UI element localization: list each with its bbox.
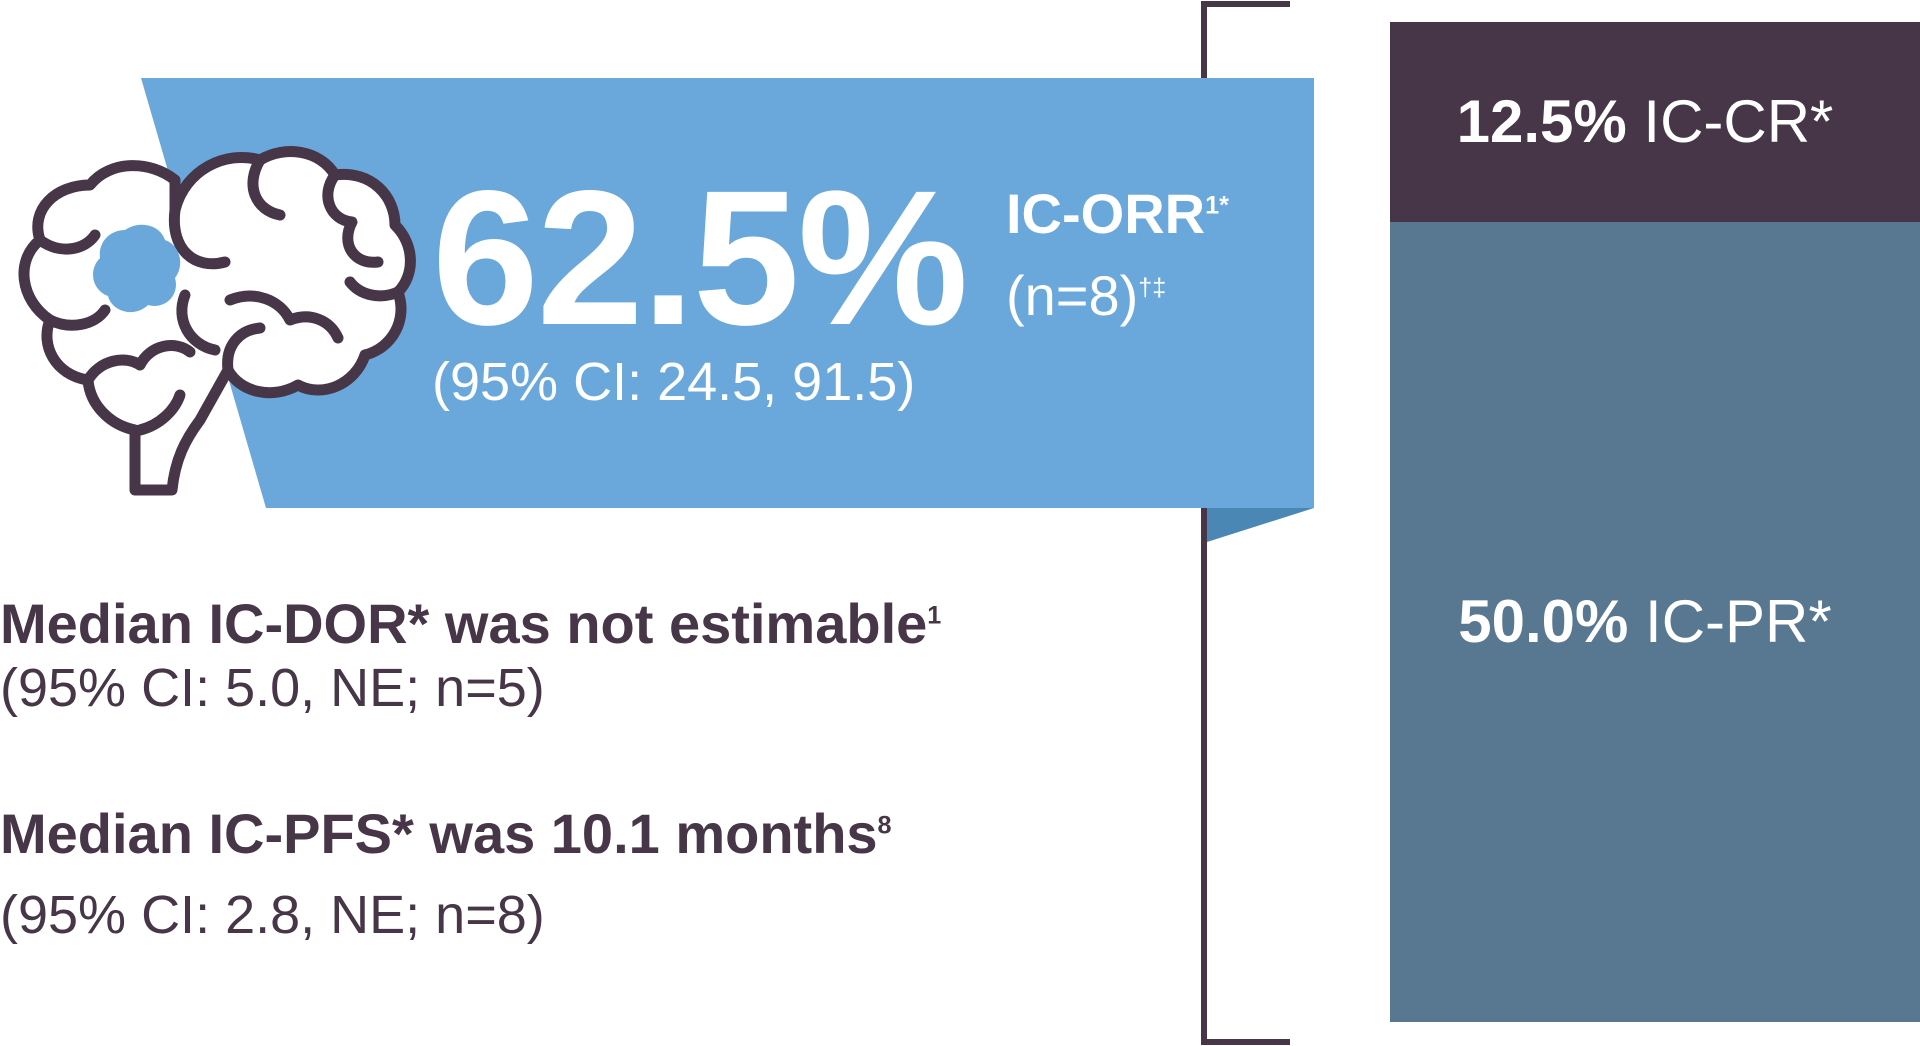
orr-label-text: IC-ORR	[1006, 182, 1206, 245]
lesion-icon	[93, 224, 181, 313]
orr-value: 62.5%	[432, 150, 968, 365]
orr-confidence-interval: (95% CI: 24.5, 91.5)	[432, 352, 916, 412]
bar-segment-pr: 50.0% IC-PR*	[1390, 222, 1920, 1022]
orr-n-text: (n=8)	[1006, 264, 1139, 327]
bar-segment-label: 12.5% IC-CR*	[1390, 92, 1900, 152]
bar-segment-name: IC-CR*	[1626, 88, 1834, 155]
orr-n-footnote: †‡	[1138, 273, 1167, 302]
pfs-footnote: 8	[877, 811, 892, 840]
bar-segment-value: 12.5%	[1456, 88, 1627, 155]
banner	[141, 78, 1314, 508]
dor-confidence-interval: (95% CI: 5.0, NE; n=5)	[0, 658, 545, 718]
dor-footnote: 1	[927, 601, 942, 630]
bar-segment-value: 50.0%	[1458, 588, 1629, 655]
orr-label: IC-ORR1*	[1006, 186, 1229, 242]
pfs-heading-text: Median IC-PFS* was 10.1 months	[0, 802, 878, 865]
bar-segment-name: IC-PR*	[1628, 588, 1832, 655]
banner-fold	[1207, 508, 1314, 542]
bracket	[1201, 1, 1290, 1045]
dor-heading: Median IC-DOR* was not estimable1	[0, 596, 941, 652]
bar-segment-cr: 12.5% IC-CR*	[1390, 22, 1920, 222]
dor-heading-text: Median IC-DOR* was not estimable	[0, 592, 928, 655]
orr-label-footnote: 1*	[1205, 191, 1229, 220]
pfs-confidence-interval: (95% CI: 2.8, NE; n=8)	[0, 885, 545, 945]
stacked-response-bar: 12.5% IC-CR* 50.0% IC-PR*	[1390, 22, 1920, 1022]
pfs-heading: Median IC-PFS* was 10.1 months8	[0, 806, 892, 862]
bar-segment-label: 50.0% IC-PR*	[1390, 592, 1900, 652]
orr-sample-size: (n=8)†‡	[1006, 268, 1166, 324]
